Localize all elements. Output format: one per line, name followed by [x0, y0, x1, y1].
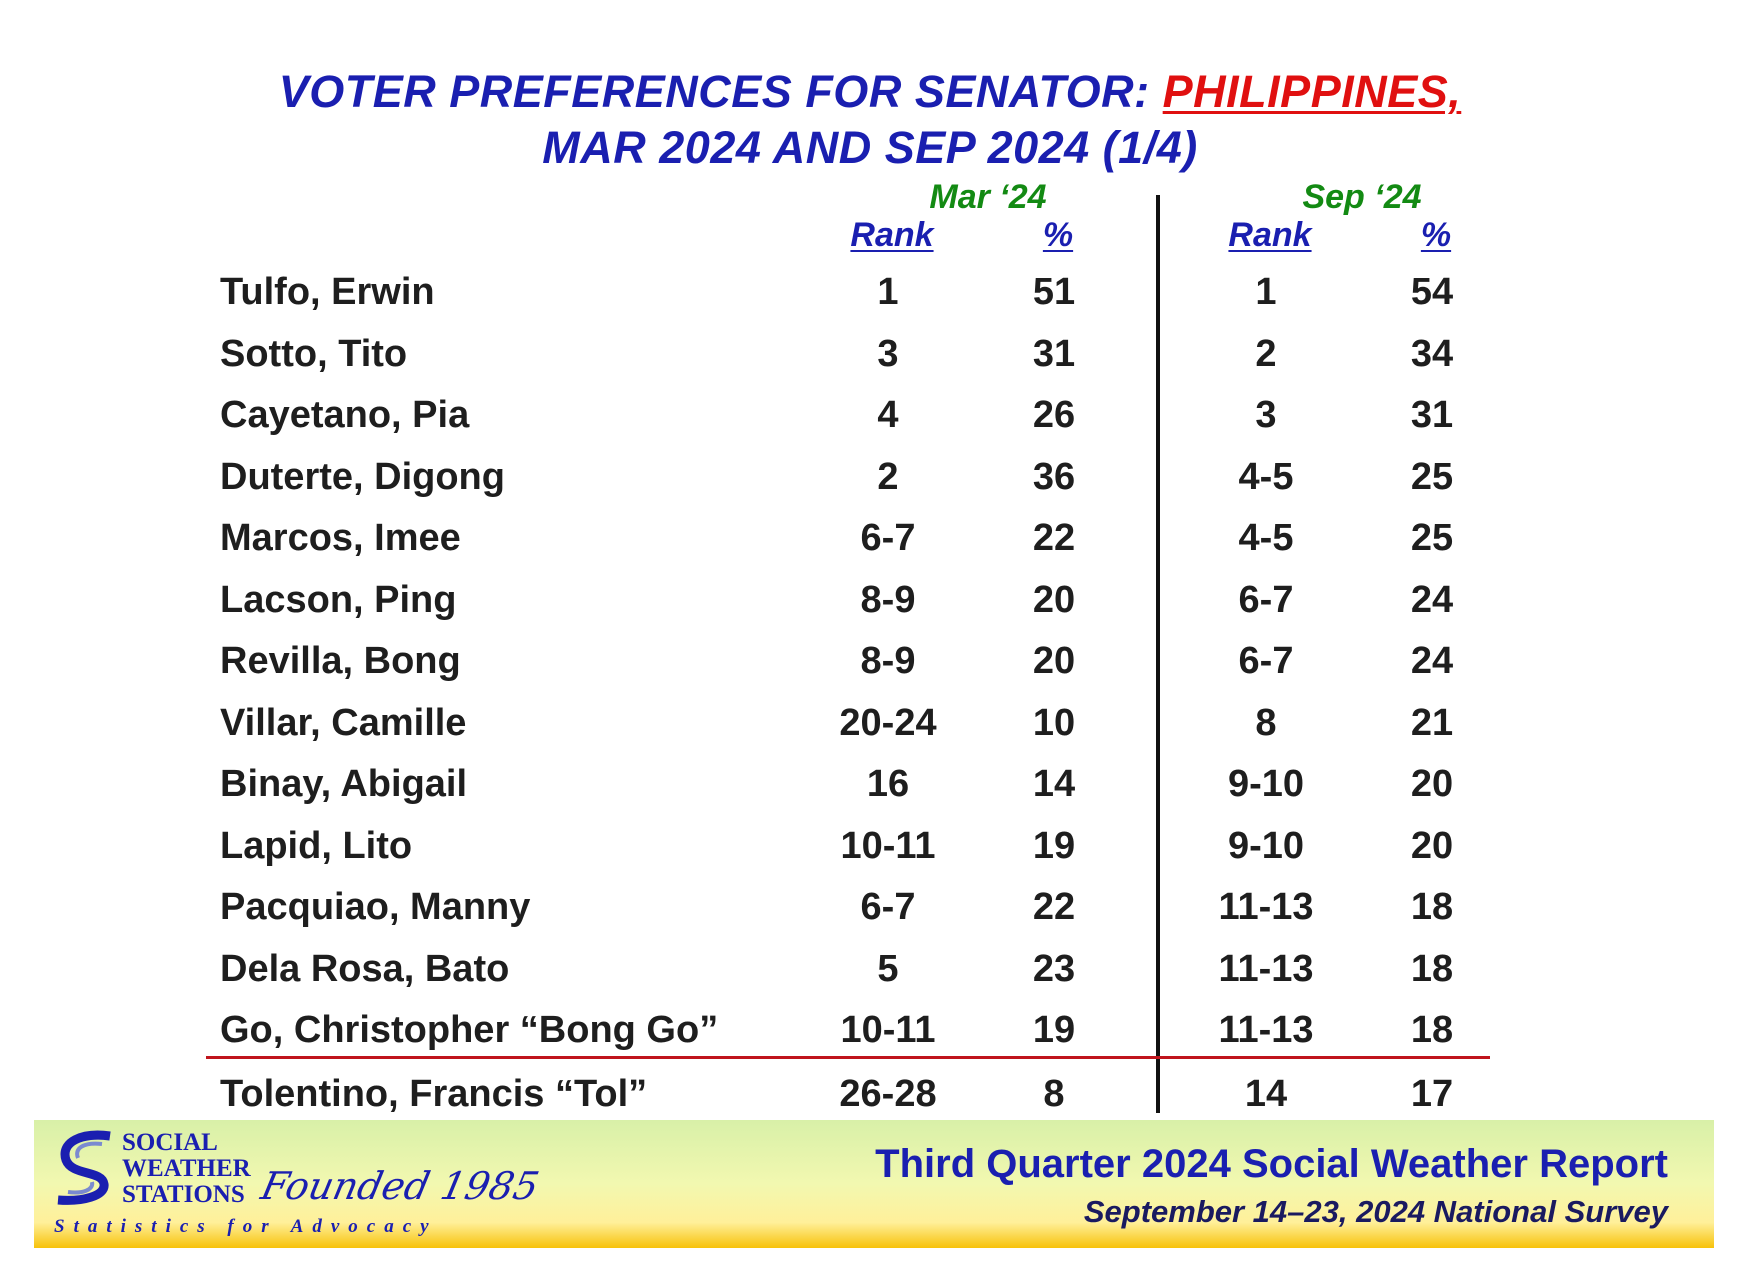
candidate-name: Cayetano, Pia — [220, 394, 470, 436]
candidate-name: Lacson, Ping — [220, 578, 457, 621]
cell-mar-rank: 20-24 — [839, 701, 937, 744]
cell-sep-pct: 20 — [1410, 824, 1454, 867]
period-mar: Mar ‘24 — [929, 178, 1047, 216]
cell-sep-pct: 31 — [1410, 394, 1454, 436]
period-divider — [1156, 195, 1160, 1113]
cell-sep-pct: 24 — [1410, 578, 1454, 621]
title-accent: PHILIPPINES, — [1162, 66, 1462, 117]
cell-sep-rank: 6-7 — [1238, 578, 1294, 621]
logo-line-weather: WEATHER — [122, 1155, 251, 1182]
cell-mar-rank: 4 — [877, 394, 899, 436]
cell-mar-pct: 36 — [1032, 455, 1076, 498]
cell-mar-pct: 22 — [1032, 517, 1076, 559]
cell-sep-rank: 3 — [1255, 394, 1277, 436]
candidate-name: Lapid, Lito — [220, 824, 413, 867]
candidate-name: Revilla, Bong — [220, 640, 461, 682]
cell-sep-pct: 21 — [1410, 701, 1454, 744]
cell-mar-rank: 6-7 — [860, 517, 916, 559]
header-mar-pct: % — [1042, 216, 1074, 254]
cell-mar-rank: 8-9 — [860, 578, 916, 621]
logo-tagline: Statistics for Advocacy — [54, 1216, 438, 1237]
period-sep: Sep ‘24 — [1302, 178, 1422, 216]
cell-mar-pct: 10 — [1032, 701, 1076, 744]
cell-mar-rank: 1 — [877, 271, 899, 313]
header-sep-pct: % — [1420, 216, 1452, 254]
cell-sep-rank: 6-7 — [1238, 640, 1294, 682]
cell-mar-rank: 16 — [866, 763, 910, 805]
cell-sep-pct: 18 — [1410, 1009, 1454, 1051]
cell-mar-rank: 26-28 — [839, 1072, 937, 1115]
cell-mar-pct: 14 — [1032, 763, 1076, 805]
logo-founded: Founded 1985 — [257, 1164, 543, 1208]
candidate-name: Tolentino, Francis “Tol” — [220, 1072, 648, 1115]
header-mar-rank: Rank — [850, 216, 934, 254]
cell-mar-pct: 31 — [1032, 332, 1076, 375]
cell-sep-rank: 11-13 — [1218, 886, 1314, 928]
candidate-name: Sotto, Tito — [220, 332, 408, 375]
cell-mar-rank: 3 — [877, 332, 899, 375]
cell-sep-pct: 18 — [1410, 886, 1454, 928]
candidate-name: Go, Christopher “Bong Go” — [220, 1009, 719, 1051]
cell-mar-pct: 19 — [1032, 824, 1076, 867]
chart-title-line1: VOTER PREFERENCES FOR SENATOR: PHILIPPIN… — [0, 64, 1740, 120]
cell-sep-rank: 8 — [1255, 701, 1277, 744]
cell-sep-rank: 9-10 — [1227, 824, 1305, 867]
cell-mar-pct: 8 — [1043, 1072, 1065, 1115]
cell-sep-pct: 54 — [1410, 271, 1454, 313]
cell-sep-rank: 9-10 — [1227, 763, 1305, 805]
cell-mar-pct: 20 — [1032, 578, 1076, 621]
header-sep-rank: Rank — [1228, 216, 1312, 254]
logo-line-stations: STATIONS — [122, 1181, 245, 1208]
cell-sep-pct: 17 — [1410, 1072, 1454, 1115]
cell-mar-rank: 10-11 — [840, 1009, 936, 1051]
cell-sep-rank: 1 — [1255, 271, 1277, 313]
cell-sep-rank: 2 — [1255, 332, 1277, 375]
footer-banner: SOCIAL WEATHER STATIONS Founded 1985 Sta… — [34, 1120, 1714, 1248]
report-title: Third Quarter 2024 Social Weather Report — [875, 1142, 1668, 1186]
cell-sep-rank: 4-5 — [1238, 455, 1294, 498]
cell-sep-rank: 11-13 — [1218, 1009, 1314, 1051]
cell-sep-pct: 20 — [1410, 763, 1454, 805]
cutoff-line — [206, 1056, 1490, 1059]
logo-line-social: SOCIAL — [122, 1129, 218, 1156]
candidate-name: Binay, Abigail — [220, 763, 468, 805]
report-subtitle: September 14–23, 2024 National Survey — [1083, 1194, 1668, 1229]
cell-mar-pct: 23 — [1032, 947, 1076, 990]
cell-sep-rank: 11-13 — [1218, 947, 1314, 990]
cell-sep-pct: 24 — [1410, 640, 1454, 682]
cell-mar-rank: 5 — [877, 947, 899, 990]
cell-sep-pct: 25 — [1410, 455, 1454, 498]
cell-mar-rank: 8-9 — [860, 640, 916, 682]
cell-mar-pct: 20 — [1032, 640, 1076, 682]
cell-sep-pct: 25 — [1410, 517, 1454, 559]
title-prefix: VOTER PREFERENCES FOR SENATOR: — [278, 66, 1163, 117]
chart-title-line2: MAR 2024 AND SEP 2024 (1/4) — [542, 122, 1198, 173]
candidate-name: Villar, Camille — [220, 701, 467, 744]
cell-mar-pct: 51 — [1032, 271, 1076, 313]
cell-mar-rank: 6-7 — [860, 886, 916, 928]
candidate-name: Pacquiao, Manny — [220, 886, 531, 928]
cell-mar-rank: 10-11 — [840, 824, 936, 867]
candidate-name: Duterte, Digong — [220, 455, 505, 498]
cell-mar-rank: 2 — [877, 455, 899, 498]
cell-mar-pct: 26 — [1032, 394, 1076, 436]
cell-mar-pct: 22 — [1032, 886, 1076, 928]
cell-sep-rank: 14 — [1244, 1072, 1288, 1115]
cell-sep-rank: 4-5 — [1238, 517, 1294, 559]
candidate-name: Dela Rosa, Bato — [220, 947, 510, 990]
cell-sep-pct: 34 — [1410, 332, 1454, 375]
candidate-name: Tulfo, Erwin — [220, 271, 435, 313]
sws-logo-icon — [57, 1130, 111, 1205]
candidate-name: Marcos, Imee — [220, 517, 461, 559]
cell-sep-pct: 18 — [1410, 947, 1454, 990]
cell-mar-pct: 19 — [1032, 1009, 1076, 1051]
